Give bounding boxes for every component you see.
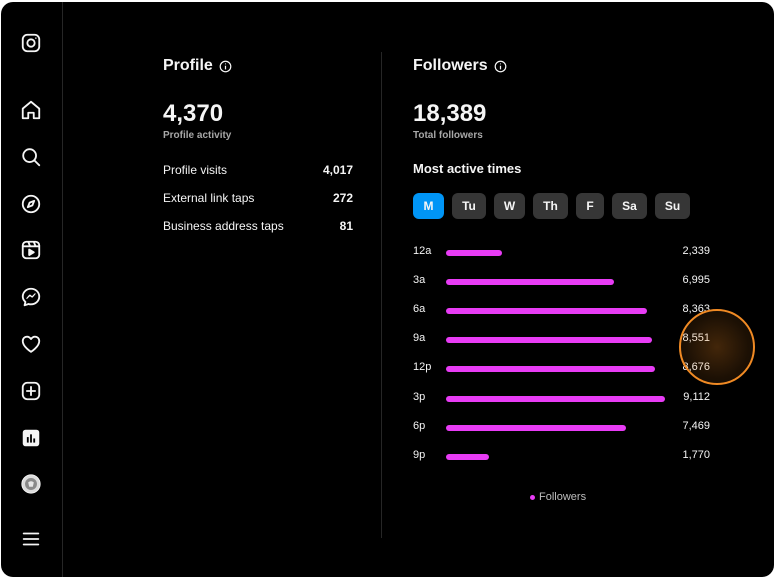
info-icon[interactable]: [494, 60, 507, 73]
chart-bar: [446, 337, 652, 344]
chart-bar: [446, 424, 626, 431]
legend-label: Followers: [539, 491, 587, 503]
reels-icon[interactable]: [19, 238, 43, 262]
chart-row: 6p 7,469: [413, 417, 713, 437]
column-divider: [381, 52, 382, 538]
create-plus-icon[interactable]: [19, 379, 43, 403]
legend-dot: [530, 494, 535, 500]
home-icon[interactable]: [19, 98, 43, 122]
chart-category-label: 12a: [413, 245, 432, 257]
chart-value-label: 8,676: [682, 361, 710, 374]
chart-category-label: 6a: [413, 303, 426, 316]
day-button-thursday[interactable]: Th: [533, 193, 568, 219]
chart-category-label: 6p: [413, 419, 426, 432]
heart-icon[interactable]: [19, 332, 43, 356]
chart-value-label: 8,551: [682, 332, 710, 345]
most-active-times-title: Most active times: [413, 161, 522, 176]
day-selector: M Tu W Th F Sa Su: [413, 193, 690, 219]
chart-value-label: 9,112: [683, 390, 710, 403]
profile-heading-text: Profile: [163, 57, 213, 74]
chart-row: 9p 1,770: [413, 446, 713, 466]
chart-row: 12a 2,339: [413, 242, 713, 262]
chart-row: 12p 8,676: [413, 358, 713, 378]
insights-chart-icon[interactable]: [19, 426, 43, 450]
messenger-icon[interactable]: [19, 285, 43, 309]
day-button-saturday[interactable]: Sa: [612, 193, 647, 219]
profile-heading: Profile: [163, 57, 232, 75]
chart-bar: [446, 453, 489, 460]
chart-bar: [446, 279, 614, 286]
profile-stat-row: Profile visits 4,017: [163, 163, 353, 177]
instagram-logo-icon[interactable]: [19, 31, 43, 55]
chart-value-label: 6,995: [682, 274, 710, 287]
profile-avatar-icon[interactable]: [19, 472, 43, 496]
chart-legend: Followers: [530, 491, 586, 503]
chart-bar: [446, 366, 655, 373]
chart-row: 6a 8,363: [413, 300, 713, 320]
stat-label: Profile visits: [163, 163, 228, 177]
chart-bar: [446, 250, 502, 256]
chart-row: 3a 6,995: [413, 271, 713, 291]
profile-total-label: Profile activity: [163, 130, 232, 141]
chart-category-label: 3p: [413, 390, 426, 403]
day-button-monday[interactable]: M: [413, 193, 444, 219]
explore-compass-icon[interactable]: [19, 192, 43, 216]
info-icon[interactable]: [219, 60, 232, 73]
stat-value: 81: [339, 219, 353, 233]
menu-hamburger-icon[interactable]: [19, 527, 43, 551]
chart-row: 3p 9,112: [413, 388, 713, 408]
day-button-wednesday[interactable]: W: [494, 193, 525, 219]
profile-total: 4,370: [163, 100, 224, 127]
stat-label: Business address taps: [163, 219, 284, 233]
profile-stat-row: External link taps 272: [163, 191, 353, 205]
chart-value-label: 8,363: [682, 303, 710, 316]
followers-total-label: Total followers: [413, 130, 483, 141]
chart-value-label: 7,469: [682, 419, 710, 432]
search-icon[interactable]: [19, 145, 43, 169]
chart-row: 9a 8,551: [413, 329, 713, 349]
followers-total: 18,389: [413, 100, 487, 127]
profile-stat-row: Business address taps 81: [163, 219, 353, 233]
followers-heading-text: Followers: [413, 57, 488, 74]
chart-value-label: 2,339: [682, 245, 710, 257]
sidebar: [1, 2, 63, 577]
day-button-friday[interactable]: F: [576, 193, 604, 219]
chart-category-label: 3a: [413, 274, 426, 287]
day-button-tuesday[interactable]: Tu: [452, 193, 486, 219]
chart-bar: [446, 308, 647, 315]
chart-category-label: 12p: [413, 361, 432, 374]
day-button-sunday[interactable]: Su: [655, 193, 690, 219]
stat-value: 4,017: [322, 163, 353, 177]
active-times-chart: 12a 2,339 3a 6,995 6a 8,363 9a 8,551 12p 8,676 3p 9…: [413, 242, 713, 472]
chart-value-label: 1,770: [682, 448, 710, 461]
followers-heading: Followers: [413, 57, 507, 75]
chart-category-label: 9p: [413, 448, 426, 461]
stat-value: 272: [332, 191, 353, 205]
stat-label: External link taps: [163, 191, 255, 205]
chart-category-label: 9a: [413, 332, 426, 345]
chart-bar: [446, 395, 665, 402]
